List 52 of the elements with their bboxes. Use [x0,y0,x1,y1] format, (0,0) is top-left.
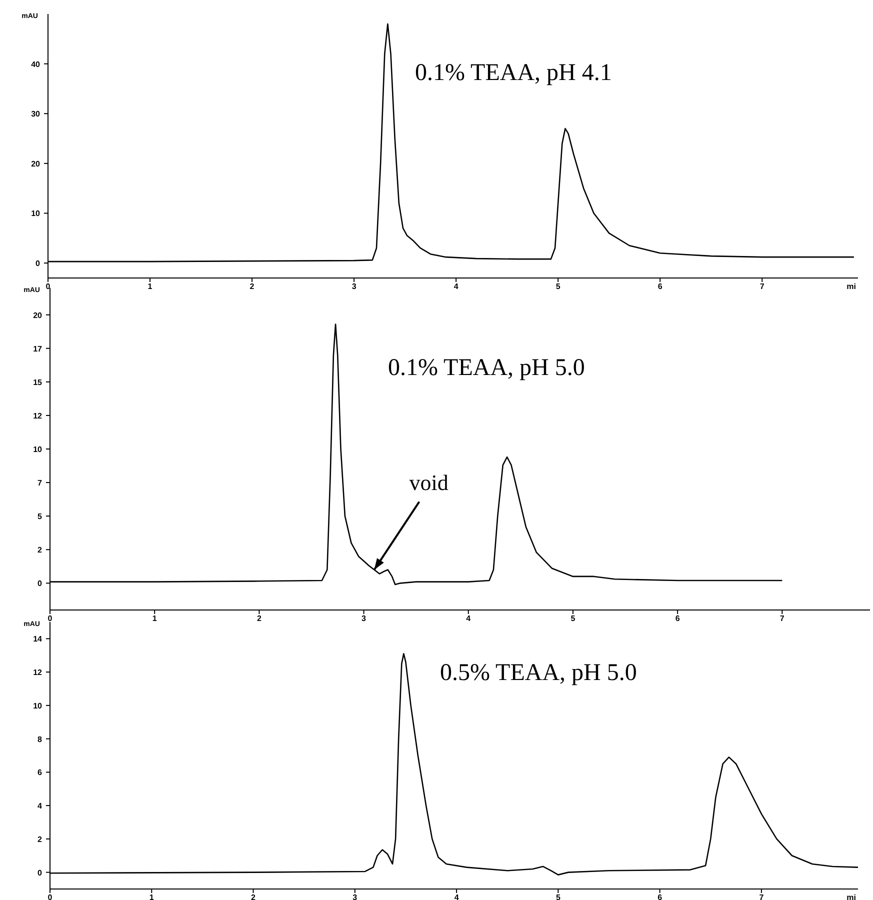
annotation: void [409,470,448,495]
x-tick-label: 2 [256,614,262,623]
y-tick-label: 5 [38,512,43,522]
x-tick-label: 4 [466,614,472,623]
y-tick-label: 10 [33,701,43,710]
y-tick-label: 0 [36,259,41,268]
x-tick-label: 5 [570,614,576,623]
text: 0.5% TEAA, pH 5.0 [440,660,637,686]
text: 0.1% TEAA, pH 5.0 [388,355,585,381]
x-tick-label: 0 [46,282,51,291]
x-tick-label: 0 [48,614,53,623]
x-tick-label: 7 [760,282,765,291]
y-tick-label: 4 [38,802,43,811]
x-tick-label: 3 [352,282,357,291]
y-tick-label: 30 [31,110,41,119]
x-tick-label: 2 [251,893,256,900]
y-tick-label: 8 [38,734,43,744]
x-tick-label: 5 [556,282,561,291]
y-tick-label: 2 [38,834,43,844]
y-tick-label: 7 [38,478,43,488]
y-tick-label: 0 [38,868,43,878]
x-tick-label: 2 [250,282,255,291]
x-axis-title: mi [846,893,856,900]
text: 0.1% TEAA, pH 4.1 [415,60,612,86]
x-tick-label: 1 [149,893,154,900]
y-tick-label: 15 [33,378,43,387]
y-tick-label: 12 [33,411,43,420]
y-tick-label: 0 [38,579,43,588]
y-tick-label: 10 [33,445,43,454]
y-tick-label: 10 [31,209,41,218]
x-tick-label: 7 [780,614,785,623]
x-tick-label: 4 [454,282,459,291]
x-tick-label: 3 [352,893,358,900]
x-tick-label: 6 [658,893,663,900]
y-tick-label: 40 [31,60,41,69]
y-tick-label: 6 [38,768,43,778]
y-tick-label: 17 [33,344,43,354]
x-tick-label: 5 [556,893,561,900]
y-tick-label: 20 [31,159,41,168]
y-tick-label: 2 [38,546,43,555]
x-tick-label: 3 [362,614,367,623]
x-tick-label: 0 [48,893,53,900]
x-tick-label: 7 [759,893,764,900]
x-tick-label: 6 [658,282,663,291]
x-tick-label: 1 [148,282,153,291]
x-axis-title: mi [846,282,856,291]
y-tick-label: 14 [33,634,43,644]
x-tick-label: 4 [454,893,460,900]
y-tick-label: 20 [33,310,43,320]
x-tick-label: 1 [152,614,158,623]
y-tick-label: 12 [33,668,43,678]
x-tick-label: 6 [675,614,680,623]
